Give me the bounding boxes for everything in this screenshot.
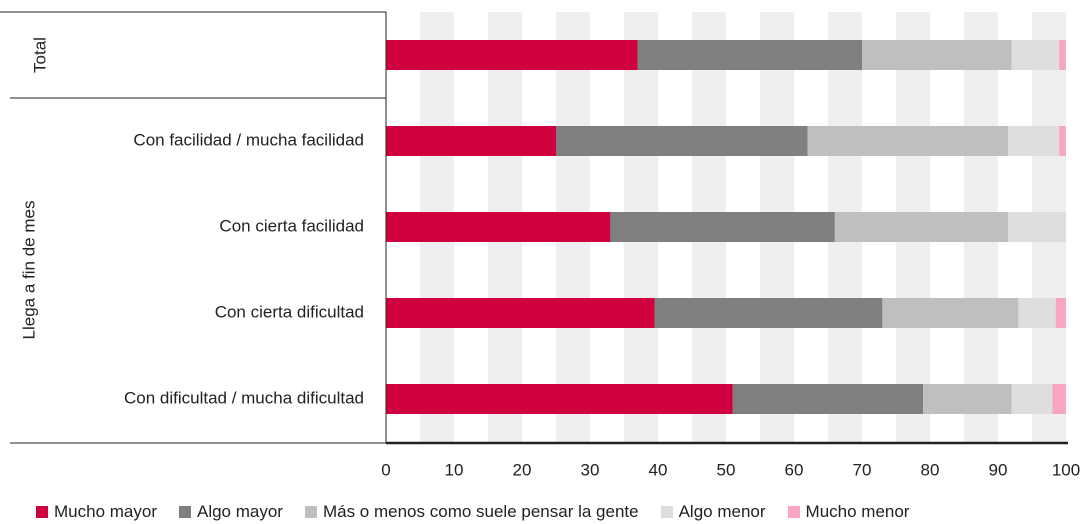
x-tick-label: 50	[717, 460, 736, 479]
category-label: Con cierta dificultad	[215, 302, 364, 321]
bar-segment	[654, 298, 883, 328]
x-tick-label: 20	[513, 460, 532, 479]
x-tick-labels: 0 10 20 30 40 50 60 70 80 90 100	[381, 460, 1080, 479]
legend-swatch	[36, 506, 48, 518]
bar-segment	[1008, 212, 1066, 242]
x-tick-label: 10	[445, 460, 464, 479]
bar-segment	[882, 298, 1019, 328]
x-tick-label: 70	[853, 460, 872, 479]
x-tick-label: 40	[649, 460, 668, 479]
group-label-total: Total	[30, 37, 49, 73]
legend-swatch	[178, 506, 191, 518]
x-tick-label: 0	[381, 460, 390, 479]
legend-swatch	[787, 506, 800, 518]
category-labels: Con facilidad / mucha facilidad Con ciert…	[124, 130, 364, 407]
category-label: Con dificultad / mucha dificultad	[124, 388, 364, 407]
bar-segment	[1008, 126, 1060, 156]
legend-label: Más o menos como suele pensar la gente	[322, 502, 639, 521]
bar-segment	[1055, 298, 1066, 328]
bar-segment	[862, 40, 1012, 70]
legend-label: Mucho mayor	[54, 502, 157, 521]
x-tick-label: 60	[785, 460, 804, 479]
bar-segment	[386, 212, 611, 242]
bar-segment	[732, 384, 924, 414]
category-label: Con facilidad / mucha facilidad	[133, 130, 364, 149]
bar-segment	[1059, 126, 1066, 156]
legend-item: Mucho menor	[787, 502, 910, 522]
category-label: Con cierta facilidad	[219, 216, 364, 235]
bars	[386, 40, 1066, 414]
bar-segment	[386, 126, 556, 156]
legend-swatch	[660, 506, 673, 518]
bar-segment	[637, 40, 862, 70]
legend-item: Algo menor	[660, 502, 766, 522]
bar-segment	[386, 384, 733, 414]
x-tick-label: 100	[1052, 460, 1080, 479]
legend: Mucho mayor Algo mayor Más o menos como su…	[36, 500, 1081, 524]
bar-segment	[610, 212, 835, 242]
bar-segment	[1059, 40, 1066, 70]
legend-item: Mucho mayor	[36, 502, 157, 522]
x-tick-label: 80	[921, 460, 940, 479]
x-tick-label: 30	[581, 460, 600, 479]
bar-segment	[834, 212, 1009, 242]
legend-item: Algo mayor	[178, 502, 283, 522]
legend-label: Algo mayor	[196, 502, 283, 521]
legend-label: Algo menor	[678, 502, 766, 521]
group-label-llega-fin-de-mes: Llega a fin de mes	[19, 201, 38, 340]
bar-segment	[807, 126, 1009, 156]
legend-swatch	[304, 506, 317, 518]
bar-segment	[386, 298, 655, 328]
legend-label: Mucho menor	[805, 502, 910, 521]
stacked-bar-chart: Total Llega a fin de mes Con facilidad /…	[0, 11, 1080, 479]
bar-segment	[1011, 384, 1053, 414]
bar-segment	[386, 40, 638, 70]
bar-segment	[556, 126, 808, 156]
bar-segment	[1018, 298, 1056, 328]
group-labels: Total Llega a fin de mes	[19, 37, 49, 339]
bar-segment	[923, 384, 1012, 414]
bar-segment	[1011, 40, 1060, 70]
legend-item: Más o menos como suele pensar la gente	[304, 502, 639, 522]
category-frame	[0, 11, 1068, 445]
x-tick-label: 90	[989, 460, 1008, 479]
bar-segment	[1052, 384, 1066, 414]
